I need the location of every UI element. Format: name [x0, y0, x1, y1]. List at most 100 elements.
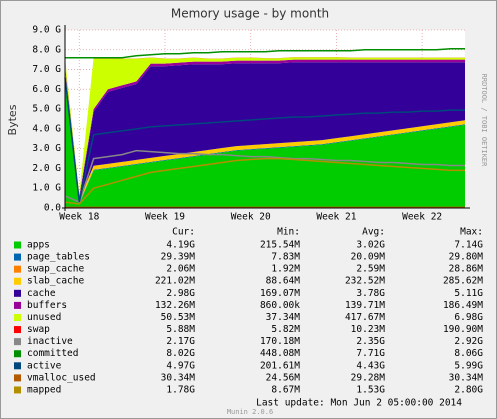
- line-committed: [65, 48, 465, 59]
- legend-swatch: [14, 338, 21, 346]
- line-inactive: [64, 149, 465, 204]
- legend-label: swap: [27, 324, 50, 335]
- x-tick-label: Week 20: [231, 212, 271, 223]
- stats-header: Avg:: [362, 227, 385, 238]
- stat-value: 4.97G: [166, 360, 195, 371]
- stat-value: 30.34M: [449, 372, 484, 383]
- credit: Munin 2.0.6: [227, 408, 273, 416]
- legend-label: swap_cache: [27, 264, 84, 275]
- lines: [64, 48, 465, 209]
- stat-value: 5.99G: [454, 360, 483, 371]
- x-tick-label: Week 18: [59, 212, 99, 223]
- y-tick-label: 1.0 G: [32, 183, 61, 194]
- legend-swatch: [14, 326, 21, 334]
- stat-value: 37.34M: [266, 312, 301, 323]
- y-tick-label: 8.0 G: [32, 44, 61, 55]
- legend-label: cache: [27, 288, 56, 299]
- stats-header: Min:: [277, 227, 300, 238]
- stat-value: 29.39M: [161, 252, 196, 263]
- x-tick-label: Week 22: [402, 212, 442, 223]
- legend-label: active: [27, 360, 62, 371]
- stat-value: 190.90M: [443, 324, 483, 335]
- areas: [65, 57, 465, 208]
- stat-value: 7.71G: [356, 348, 385, 359]
- stats-header: Cur:: [172, 227, 195, 238]
- y-tick-label: 2.0 G: [32, 163, 61, 174]
- legend-label: mapped: [27, 384, 61, 395]
- axes: 0.0 1.0 G 2.0 G 3.0 G 4.0 G 5.0 G 6.0 G 7.0 G 8.…: [32, 25, 470, 223]
- stat-value: 860.00k: [260, 300, 300, 311]
- footer: Last update: Mon Jun 2 05:00:00 2014: [256, 398, 462, 409]
- x-tick-label: Week 21: [316, 212, 356, 223]
- area-cache: [65, 62, 465, 200]
- line-mapped: [64, 157, 465, 205]
- legend-swatch: [14, 289, 21, 297]
- stat-value: 5.11G: [454, 288, 483, 299]
- legend-label: unused: [27, 312, 61, 323]
- stat-value: 28.86M: [449, 264, 484, 275]
- stat-value: 10.23M: [351, 324, 386, 335]
- legend-swatch: [14, 301, 21, 309]
- x-tick-label: Week 19: [145, 212, 185, 223]
- stat-value: 3.78G: [356, 288, 385, 299]
- stat-value: 20.09M: [351, 252, 386, 263]
- stat-value: 221.02M: [155, 276, 195, 287]
- legend-label: inactive: [27, 336, 73, 347]
- stat-value: 2.06M: [166, 264, 195, 275]
- stat-value: 1.53G: [356, 384, 385, 395]
- stat-value: 88.64M: [266, 276, 301, 287]
- stat-value: 30.34M: [161, 372, 196, 383]
- y-axis-label: Bytes: [6, 104, 19, 135]
- stat-value: 6.98G: [454, 312, 483, 323]
- line-active: [64, 77, 465, 203]
- stat-value: 1.92M: [271, 264, 300, 275]
- area-apps: [65, 73, 465, 208]
- stat-value: 132.26M: [155, 300, 195, 311]
- stat-value: 215.54M: [260, 240, 300, 251]
- stat-value: 2.92G: [454, 336, 483, 347]
- stat-value: 29.80M: [449, 252, 484, 263]
- y-tick-label: 7.0 G: [32, 64, 61, 75]
- stat-value: 170.18M: [260, 336, 300, 347]
- y-tick-label: 6.0 G: [32, 84, 61, 95]
- stats-header: Max:: [460, 227, 483, 238]
- legend-swatch: [14, 386, 21, 394]
- legend-label: slab_cache: [27, 276, 84, 287]
- stat-value: 3.02G: [356, 240, 385, 251]
- legend-label: committed: [27, 348, 78, 359]
- stat-value: 4.43G: [356, 360, 385, 371]
- y-tick-label: 0.0: [44, 203, 61, 214]
- stat-value: 139.71M: [345, 300, 385, 311]
- stat-value: 285.62M: [443, 276, 483, 287]
- y-tick-label: 3.0 G: [32, 143, 61, 154]
- legend-swatch: [14, 362, 21, 370]
- legend: Cur: Min: Avg: Max: apps 4.19G 215.54M 3.02G 7.1…: [14, 227, 484, 395]
- stat-value: 7.83M: [271, 252, 300, 263]
- stat-value: 29.28M: [351, 372, 386, 383]
- stat-value: 2.59M: [356, 264, 385, 275]
- y-tick-label: 5.0 G: [32, 104, 61, 115]
- stat-value: 201.61M: [260, 360, 300, 371]
- stat-value: 8.67M: [271, 384, 300, 395]
- legend-swatch: [14, 374, 21, 382]
- stat-value: 1.78G: [166, 384, 195, 395]
- stat-value: 448.08M: [260, 348, 300, 359]
- stat-value: 8.06G: [454, 348, 483, 359]
- stat-value: 2.80G: [454, 384, 483, 395]
- legend-swatch: [14, 350, 21, 358]
- area-unused: [65, 57, 465, 197]
- stat-value: 186.49M: [443, 300, 483, 311]
- legend-swatch: [14, 253, 21, 261]
- y-tick-label: 9.0 G: [32, 25, 61, 36]
- legend-label: page_tables: [27, 252, 90, 263]
- stat-value: 417.67M: [345, 312, 385, 323]
- stat-value: 24.56M: [266, 372, 301, 383]
- stat-value: 2.17G: [166, 336, 195, 347]
- legend-label: buffers: [27, 300, 67, 311]
- legend-swatch: [14, 241, 21, 249]
- stat-value: 232.52M: [345, 276, 385, 287]
- chart-title: Memory usage - by month: [171, 7, 329, 21]
- stat-value: 2.98G: [166, 288, 195, 299]
- legend-label: apps: [27, 240, 50, 251]
